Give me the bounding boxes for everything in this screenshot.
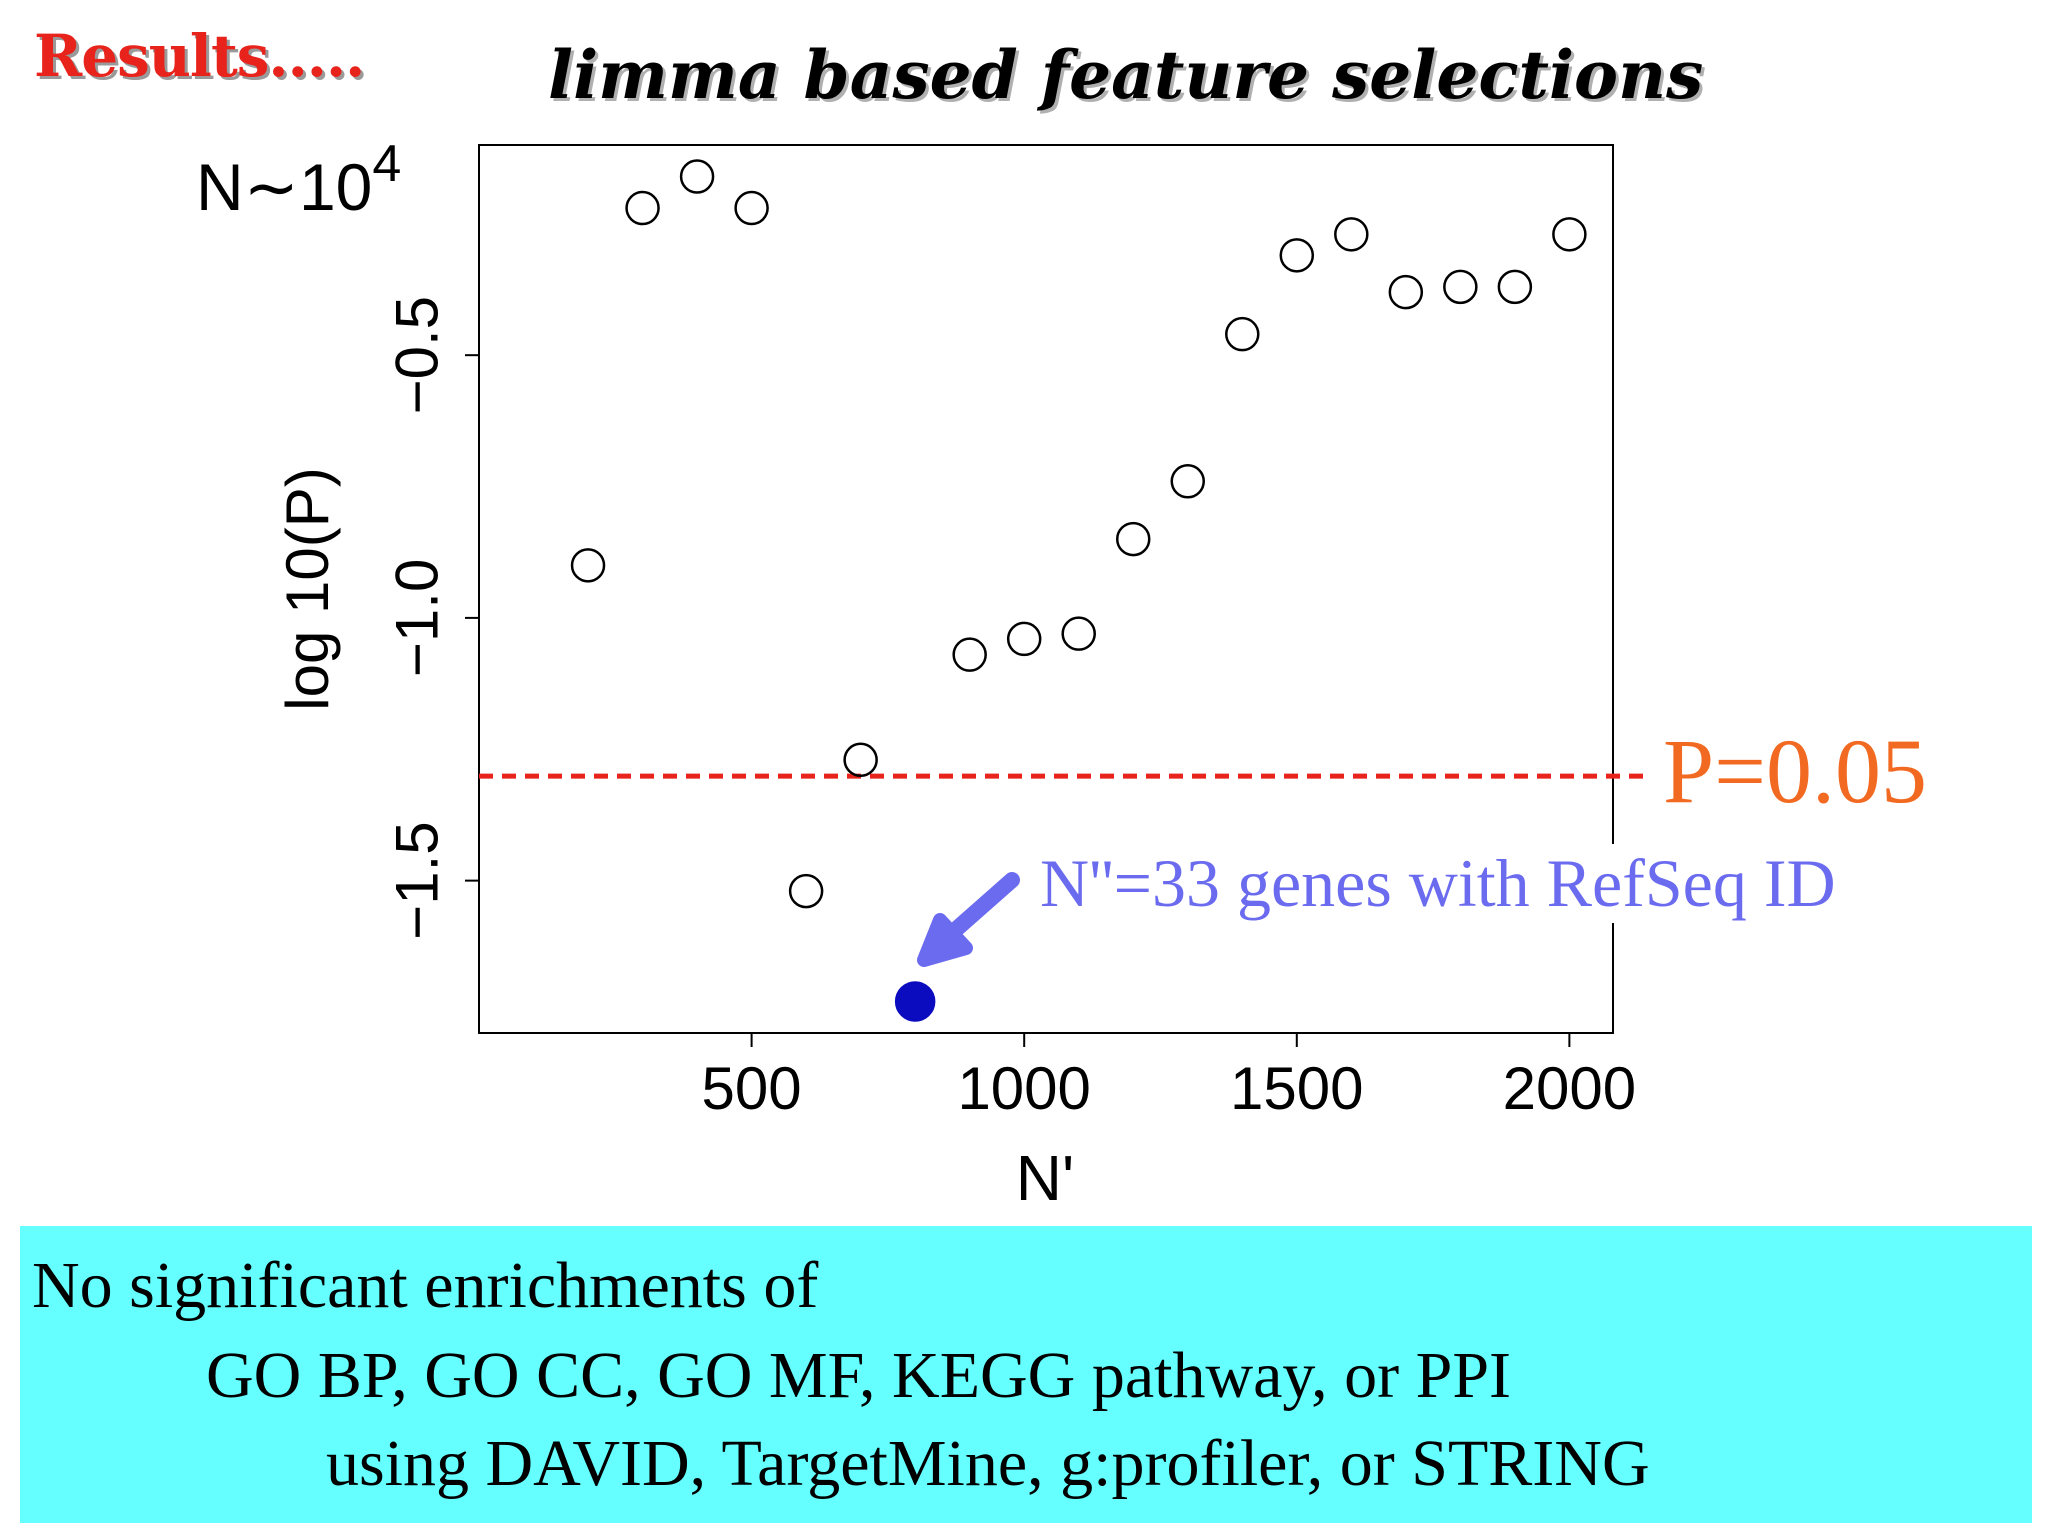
data-point bbox=[679, 159, 715, 194]
x-tick-label: 1500 bbox=[1230, 1055, 1363, 1122]
data-point bbox=[1061, 616, 1096, 651]
data-point bbox=[625, 190, 660, 226]
data-point bbox=[1497, 269, 1533, 305]
data-point bbox=[1115, 521, 1151, 557]
data-point bbox=[1279, 238, 1315, 273]
x-tick-label: 2000 bbox=[1503, 1055, 1636, 1122]
data-point bbox=[1225, 316, 1260, 352]
data-point bbox=[1552, 217, 1587, 252]
data-point bbox=[1388, 274, 1424, 310]
y-tick-label: −1.0 bbox=[384, 559, 451, 677]
x-tick-label: 1000 bbox=[957, 1055, 1090, 1122]
data-point bbox=[952, 637, 987, 672]
x-axis: 500 1000 1500 2000 bbox=[702, 1033, 1636, 1122]
p-threshold-label: P=0.05 bbox=[1663, 720, 1928, 822]
highlight-annotation: N''=33 genes with RefSeq ID bbox=[1032, 844, 1844, 923]
data-point bbox=[1006, 621, 1042, 657]
conclusion-line-1: No significant enrichments of bbox=[32, 1249, 819, 1322]
conclusion-line-2: GO BP, GO CC, GO MF, KEGG pathway, or PP… bbox=[206, 1339, 1512, 1412]
y-tick-label: −0.5 bbox=[384, 296, 451, 414]
data-point bbox=[1443, 269, 1478, 305]
highlighted-point bbox=[894, 981, 936, 1022]
sample-size-note: N∼104 bbox=[196, 135, 401, 226]
chart-heading: limma based feature selections bbox=[548, 36, 1704, 114]
data-point bbox=[1170, 464, 1205, 499]
x-tick-label: 500 bbox=[702, 1055, 802, 1122]
y-tick-label: −1.5 bbox=[384, 821, 451, 939]
x-axis-label: N' bbox=[1016, 1142, 1074, 1214]
highlight-arrow bbox=[917, 872, 1020, 967]
data-point bbox=[1334, 217, 1369, 252]
data-point bbox=[734, 190, 769, 226]
slide-title: Results..... bbox=[34, 22, 365, 90]
y-axis-label: log 10(P) bbox=[274, 467, 341, 710]
y-axis: −1.5 −1.0 −0.5 bbox=[384, 296, 479, 940]
conclusion-line-3: using DAVID, TargetMine, g:profiler, or … bbox=[326, 1427, 1650, 1500]
data-point bbox=[788, 873, 824, 909]
data-point bbox=[570, 548, 606, 583]
sample-size-base: N∼10 bbox=[196, 150, 373, 224]
data-point bbox=[843, 742, 878, 778]
sample-size-exponent: 4 bbox=[372, 135, 402, 193]
conclusion-box: No significant enrichments of GO BP, GO … bbox=[20, 1226, 2032, 1523]
data-points bbox=[570, 159, 1587, 1022]
